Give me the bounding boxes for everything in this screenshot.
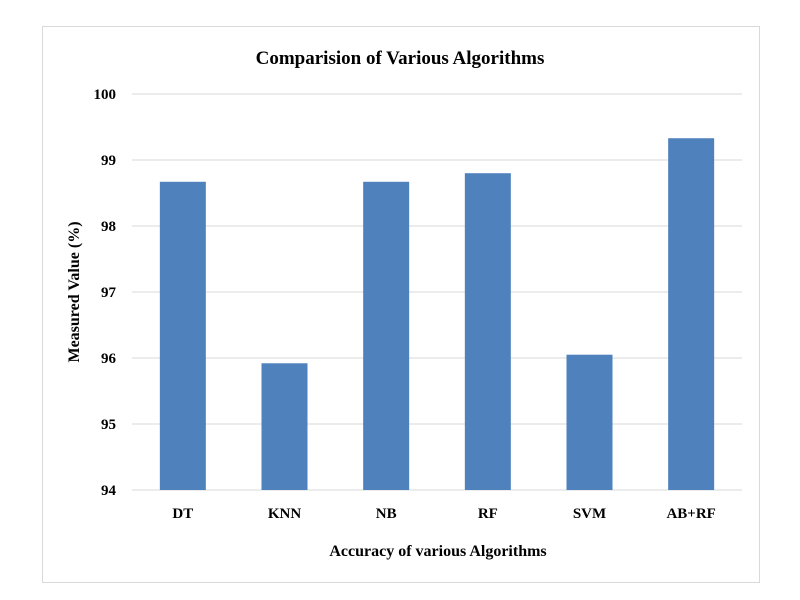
bar-knn (261, 363, 308, 490)
x-tick-label: NB (376, 506, 397, 522)
x-tick-label: KNN (268, 506, 302, 522)
bar-nb (363, 181, 410, 490)
x-tick-label: RF (478, 506, 498, 522)
y-tick-label: 95 (101, 417, 116, 433)
y-axis-ticks: 94 95 96 97 98 99 100 (94, 87, 117, 499)
x-axis-ticks: DT KNN NB RF SVM AB+RF (172, 506, 715, 522)
chart-title: Comparision of Various Algorithms (256, 48, 545, 69)
x-tick-label: SVM (573, 506, 606, 522)
y-axis-label: Measured Value (%) (66, 221, 83, 362)
y-tick-label: 100 (94, 87, 117, 103)
bar-ab-rf (668, 138, 715, 490)
x-tick-label: DT (172, 506, 193, 522)
bar-dt (159, 181, 206, 490)
y-tick-label: 97 (101, 285, 117, 301)
y-tick-label: 98 (101, 219, 116, 235)
gridlines (132, 93, 742, 491)
bar-svm (566, 354, 613, 490)
x-tick-label: AB+RF (666, 506, 715, 522)
y-tick-label: 96 (101, 351, 117, 367)
y-tick-label: 94 (101, 483, 117, 499)
bars (159, 138, 715, 490)
y-tick-label: 99 (101, 153, 116, 169)
x-axis-label: Accuracy of various Algorithms (329, 543, 546, 560)
bar-rf (464, 173, 511, 490)
